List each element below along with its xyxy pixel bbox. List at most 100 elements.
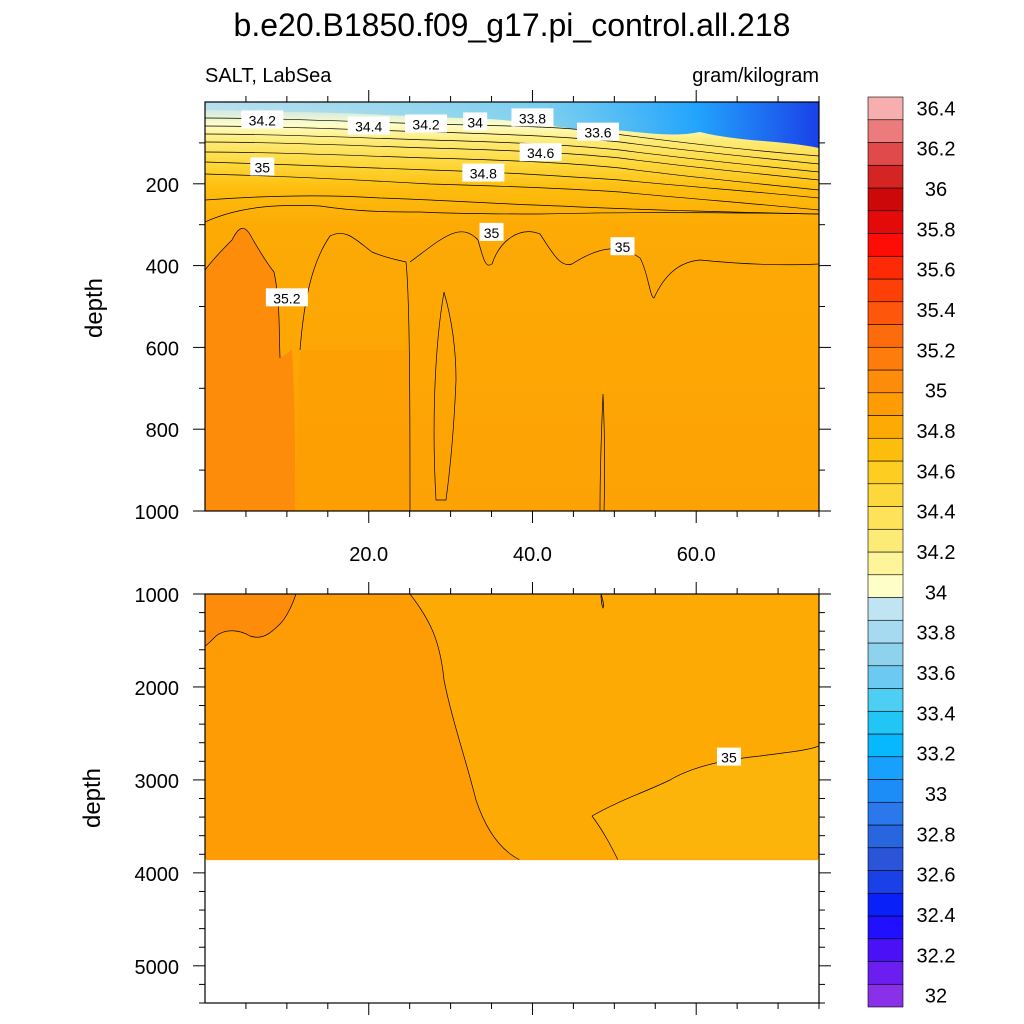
colorbar-box: [867, 119, 904, 143]
lower-bottom-region: [592, 746, 819, 860]
deep-band: [295, 350, 410, 511]
lower-ytick-label: 4000: [135, 864, 180, 886]
colorbar-box: [867, 301, 904, 325]
chart-title: b.e20.B1850.f09_g17.pi_control.all.218: [234, 7, 791, 43]
colorbar-box: [867, 233, 904, 257]
upper-ytick-label: 400: [146, 257, 179, 279]
colorbar-label: 35.8: [917, 219, 956, 241]
colorbar-box: [867, 619, 904, 644]
upper-ytick-label: 1000: [135, 502, 180, 524]
upper-ylabel: depth: [81, 278, 108, 338]
colorbar-box: [867, 688, 904, 712]
contour-label: 33.8: [511, 108, 554, 127]
lower-ylabel: depth: [79, 768, 106, 828]
colorbar-label: 36.4: [917, 98, 956, 120]
colorbar-label: 33.6: [917, 663, 956, 685]
contour-label: 34.2: [241, 110, 284, 129]
colorbar-label: 32.4: [917, 905, 956, 927]
colorbar-box: [867, 801, 904, 826]
contour-label: 34.4: [347, 116, 390, 135]
colorbar-box: [867, 506, 904, 530]
right-subtitle: gram/kilogram: [692, 65, 819, 87]
upper-xtick-label: 40.0: [513, 544, 552, 566]
contour-label: 35: [250, 157, 275, 176]
contour-label: 34.8: [462, 163, 505, 182]
contour-label: 35: [610, 237, 635, 256]
lower-panel: 1000 2000 3000 4000 5000 35 depth: [79, 582, 831, 1015]
colorbar-box: [867, 779, 904, 803]
colorbar-label: 34.4: [917, 502, 956, 524]
svg-text:33.8: 33.8: [519, 110, 546, 126]
upper-ytick-label: 800: [146, 420, 179, 442]
colorbar: 32 32.2 32.4 32.6 32.8 33 33.2 33.4 33.6 33.8 34 34…: [867, 96, 956, 1008]
colorbar-box: [867, 392, 904, 416]
upper-xtick-label: 20.0: [349, 544, 388, 566]
colorbar-box: [867, 733, 904, 758]
colorbar-label: 33.2: [917, 744, 956, 766]
lower-salty-region: [205, 594, 296, 646]
colorbar-box: [867, 437, 904, 462]
colorbar-box: [867, 892, 904, 917]
colorbar-box: [867, 278, 904, 303]
colorbar-box: [867, 210, 904, 234]
svg-text:35: 35: [721, 750, 737, 766]
contour-label: 33.6: [576, 122, 619, 141]
colorbar-label: 35.6: [917, 260, 956, 282]
colorbar-label: 32: [925, 986, 947, 1008]
upper-panel: 200 400 600 800 1000 20.0 40.0 60.0 34.2 34.4 34.2…: [81, 90, 831, 566]
lower-ytick-label: 3000: [135, 771, 180, 793]
colorbar-label: 32.8: [917, 824, 956, 846]
svg-text:34.4: 34.4: [355, 119, 382, 135]
colorbar-box: [867, 187, 904, 212]
colorbar-box: [867, 870, 904, 894]
upper-xtick-label: 60.0: [677, 544, 716, 566]
colorbar-label: 36: [925, 179, 947, 201]
colorbar-box: [867, 142, 904, 166]
upper-ytick-label: 600: [146, 338, 179, 360]
lower-ytick-label: 2000: [135, 678, 180, 700]
colorbar-label: 32.2: [917, 945, 956, 967]
colorbar-box: [867, 574, 904, 598]
lower-ytick-label: 5000: [135, 957, 180, 979]
svg-text:34.8: 34.8: [470, 166, 497, 182]
svg-text:35: 35: [615, 239, 631, 255]
contour-label: 35: [716, 747, 741, 766]
colorbar-label: 34.2: [917, 542, 956, 564]
colorbar-box: [867, 415, 904, 439]
colorbar-box: [867, 255, 904, 280]
colorbar-box: [867, 642, 904, 667]
svg-text:33.6: 33.6: [584, 125, 611, 141]
svg-text:35: 35: [255, 159, 271, 175]
colorbar-box: [867, 369, 904, 394]
colorbar-box: [867, 824, 904, 849]
colorbar-label: 32.6: [917, 865, 956, 887]
left-subtitle: SALT, LabSea: [205, 65, 332, 87]
colorbar-label: 34.8: [917, 421, 956, 443]
colorbar-box: [867, 483, 904, 507]
colorbar-box: [867, 710, 904, 735]
contour-label: 34.2: [405, 114, 448, 133]
colorbar-label: 35: [925, 381, 947, 403]
upper-ytick-label: 200: [146, 175, 179, 197]
svg-text:35: 35: [484, 225, 500, 241]
colorbar-box: [867, 96, 904, 121]
colorbar-label: 33.8: [917, 623, 956, 645]
colorbar-box: [867, 346, 904, 371]
contour-label: 35: [479, 222, 504, 241]
colorbar-box: [867, 164, 904, 189]
colorbar-label: 33: [925, 784, 947, 806]
colorbar-box: [867, 847, 904, 871]
colorbar-box: [867, 915, 904, 940]
svg-text:34.6: 34.6: [527, 145, 554, 161]
svg-text:34.2: 34.2: [412, 116, 439, 132]
svg-text:34: 34: [467, 114, 483, 130]
svg-text:34.2: 34.2: [249, 112, 276, 128]
colorbar-label: 35.4: [917, 300, 956, 322]
colorbar-label: 35.2: [917, 340, 956, 362]
colorbar-box: [867, 983, 904, 1008]
colorbar-box: [867, 961, 904, 985]
colorbar-label: 34: [925, 582, 947, 604]
colorbar-box: [867, 938, 904, 962]
svg-text:35.2: 35.2: [273, 290, 300, 306]
contour-label: 35.2: [265, 288, 308, 307]
